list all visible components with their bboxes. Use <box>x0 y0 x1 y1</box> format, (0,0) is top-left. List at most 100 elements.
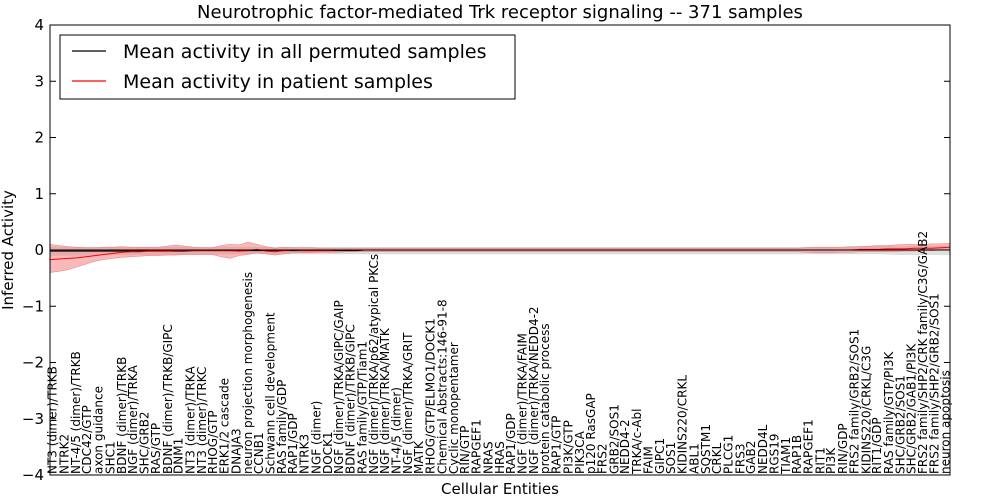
entity-label: Schwann cell development <box>264 312 278 474</box>
entity-label: BDNF (dimer)/TRKB/GIPC <box>161 324 175 474</box>
entity-label: GAB2 <box>744 441 758 474</box>
entity-label: RIT1/GDP <box>870 417 884 474</box>
entity-label: neuron projection morphogenesis <box>241 272 255 474</box>
entity-label: Cyclic monopentamer <box>447 342 461 474</box>
entity-label: RAS family/GDP <box>275 380 289 474</box>
entity-label: PI3K <box>824 447 838 474</box>
entity-label: NT3 (dimer)/TRKB <box>46 366 60 474</box>
entity-label: ABL1 <box>687 443 701 474</box>
entity-label: RIT1 <box>813 447 827 474</box>
y-tick-label: 1 <box>34 185 44 203</box>
entity-label: CCNB1 <box>252 432 266 474</box>
entity-label: RAS family/GTP/PI3K <box>882 351 896 474</box>
entity-label: RAP1/GTP <box>550 416 564 474</box>
entity-label: PLCG1 <box>722 435 736 474</box>
entity-label: NT-4/5 (dimer)/TRKB <box>69 351 83 474</box>
entity-label: NGF (dimer) <box>309 401 323 474</box>
entity-label: NEDD4L <box>756 424 770 474</box>
entity-label: RHOG/GTP/ELMO1/DOCK1 <box>424 318 438 474</box>
entity-label: NGF (dimer)/TRKA/p62/atypical PKCs <box>367 254 381 474</box>
entity-label: RAP1/GDP <box>504 413 518 474</box>
entity-label: RAS family/GTP/Tiam1 <box>355 341 369 474</box>
entity-label: SOS1 <box>664 442 678 474</box>
entity-label: neuron apoptosis <box>939 370 953 474</box>
legend-label-patient: Mean activity in patient samples <box>123 71 433 93</box>
entity-label: RIN/GDP <box>836 423 850 474</box>
entity-label: SHC/GRB2/GAB1/PI3K <box>904 343 918 474</box>
legend: Mean activity in all permuted samples Me… <box>59 34 516 100</box>
entity-label: TRKA/c-Abl <box>630 409 644 475</box>
entity-label: NT3 (dimer)/TRKC <box>195 367 209 474</box>
entity-label: HRAS <box>493 441 507 474</box>
entity-label: SHC/GRB2/SOS1 <box>894 375 908 474</box>
entity-label: FRS2 family/SHP2/CRK family/C3G/GAB2 <box>916 231 930 474</box>
entity-label: GRB2/SOS1 <box>607 404 621 474</box>
entity-label: RGS19 <box>768 433 782 474</box>
entity-label: ERK1/2 cascade <box>218 378 232 474</box>
entity-label: NGF (dimer)/TRKA/GIPC/GAIP <box>332 300 346 474</box>
entity-label: NRAS <box>481 441 495 474</box>
entity-label: KIDINS220/CRKL/C3G <box>859 346 873 474</box>
y-tick-label: 4 <box>34 16 44 34</box>
entity-label: BDNF (dimer)/TRKB/GIPC <box>344 324 358 474</box>
entity-label: MATK <box>412 440 426 474</box>
y-axis-ticks: 4 3 2 1 0 −1 −2 −3 −4 <box>22 16 950 484</box>
entity-label: FRS3 <box>733 444 747 475</box>
plot-border <box>49 24 951 476</box>
entity-label: NT-4/5 (dimer) <box>390 387 404 474</box>
entity-label: BDNF (dimer)/TRKB <box>115 357 129 474</box>
entity-label: p120 RasGAP <box>584 393 598 474</box>
x-axis-label: Cellular Entities <box>441 480 559 498</box>
entity-label: SHC1 <box>103 441 117 474</box>
entity-label: RHOG/GTP <box>206 410 220 474</box>
entity-label: FRS2 <box>596 444 610 475</box>
entity-label: SHC/GRB2 <box>138 411 152 474</box>
y-tick-label: −4 <box>22 466 44 484</box>
chart-title: Neurotrophic factor-mediated Trk recepto… <box>197 2 803 23</box>
entity-label: FRS2 family/SHP2/GRB2/SOS1 <box>928 293 942 474</box>
legend-label-permuted: Mean activity in all permuted samples <box>123 41 486 63</box>
entity-label: KIDINS220/CRKL <box>676 375 690 474</box>
entity-label: FRS2 family/GRB2/SOS1 <box>848 329 862 474</box>
y-tick-label: −2 <box>22 354 44 372</box>
entity-label: GIPC1 <box>653 438 667 474</box>
y-tick-label: 0 <box>34 241 44 259</box>
entity-label: RAP1B <box>790 435 804 474</box>
entity-label: axon guidance <box>92 386 106 474</box>
entity-label: RAPGEF1 <box>802 419 816 474</box>
entity-label: NTRK2 <box>57 434 71 474</box>
y-axis-label: Inferred Activity <box>0 190 17 310</box>
entity-label: RAP1/GDP <box>286 413 300 474</box>
entity-label: DNM1 <box>172 438 186 474</box>
y-tick-label: −3 <box>22 410 44 428</box>
entity-label: TIAM1 <box>779 437 793 475</box>
entity-label: FAIM <box>642 446 656 474</box>
entity-label: NTRK3 <box>298 434 312 474</box>
entity-label: NT3 (dimer)/TRKA <box>183 366 197 474</box>
series-lines <box>49 246 951 261</box>
entity-label: RAS/GTP <box>149 423 163 474</box>
entity-label: DNAJA3 <box>229 428 243 474</box>
entity-label: NGF (dimer)/TRKA/FAIM <box>516 333 530 474</box>
entity-label: RAPGEF1 <box>470 419 484 474</box>
y-tick-label: −1 <box>22 297 44 315</box>
entity-label: CDC42/GTP <box>80 405 94 474</box>
legend-box <box>59 34 516 100</box>
entity-label: protein catabolic process <box>538 323 552 474</box>
entity-label: RIN/GTP <box>458 426 472 474</box>
entity-label: SQSTM1 <box>699 424 713 474</box>
entity-label: DOCK1 <box>321 431 335 474</box>
entity-label: PI3K/GTP <box>561 420 575 474</box>
entity-label: PIK3CA <box>573 430 587 474</box>
y-tick-label: 2 <box>34 129 44 147</box>
entity-label: NGF (dimer)/TRKA/GRIT <box>401 332 415 474</box>
entity-label: Chemical Abstracts:146-91-8 <box>435 299 449 474</box>
entity-label: NGF (dimer)/TRKA/NEDD4-2 <box>527 306 541 474</box>
y-tick-label: 3 <box>34 72 44 90</box>
entity-label: NGF (dimer)/TRKA <box>126 364 140 474</box>
entity-label: CRKL <box>710 442 724 474</box>
entity-label: NEDD4-2 <box>618 419 632 474</box>
entity-label: NGF (dimer)/TRKA/MATK <box>378 327 392 474</box>
